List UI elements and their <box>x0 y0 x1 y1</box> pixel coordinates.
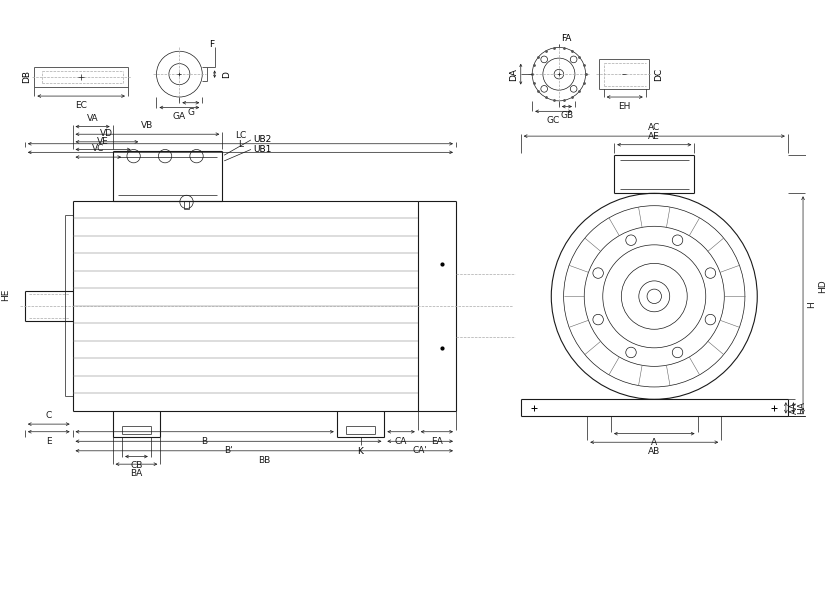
Text: GC: GC <box>547 116 560 125</box>
Text: CB: CB <box>131 461 142 470</box>
Text: AB: AB <box>648 447 661 456</box>
Text: AE: AE <box>648 132 660 141</box>
Text: LC: LC <box>235 131 246 140</box>
Text: B': B' <box>224 446 232 455</box>
Text: C: C <box>45 411 52 421</box>
Text: FA: FA <box>561 34 571 42</box>
Text: DA: DA <box>509 68 518 81</box>
Text: EA: EA <box>431 436 442 445</box>
Text: D: D <box>222 71 232 78</box>
Text: G: G <box>187 107 194 116</box>
Text: A: A <box>651 438 657 447</box>
Text: BB: BB <box>258 456 270 465</box>
Text: E: E <box>46 436 51 445</box>
Text: HE: HE <box>1 288 10 301</box>
Text: GA: GA <box>173 112 186 121</box>
Text: UB1: UB1 <box>253 145 271 154</box>
Text: EH: EH <box>619 102 631 111</box>
Text: CA: CA <box>395 436 407 445</box>
Text: K: K <box>357 447 364 456</box>
Text: L: L <box>238 139 243 148</box>
Text: VE: VE <box>98 137 109 145</box>
Text: H: H <box>807 302 816 308</box>
Text: AA: AA <box>790 402 799 414</box>
Text: EC: EC <box>75 101 87 110</box>
Text: UB2: UB2 <box>253 135 271 144</box>
Text: AC: AC <box>648 123 661 132</box>
Text: VA: VA <box>87 114 98 123</box>
Text: DC: DC <box>654 68 663 81</box>
Text: DB: DB <box>22 70 31 84</box>
Text: F: F <box>209 41 214 49</box>
Text: BA: BA <box>131 469 142 478</box>
Text: B: B <box>202 436 208 445</box>
Text: HA: HA <box>797 401 806 415</box>
Text: GB: GB <box>561 112 573 121</box>
Text: HD: HD <box>818 279 827 293</box>
Text: VD: VD <box>100 129 113 138</box>
Text: CA': CA' <box>413 446 428 455</box>
Text: VB: VB <box>141 121 154 130</box>
Text: VC: VC <box>92 144 104 153</box>
